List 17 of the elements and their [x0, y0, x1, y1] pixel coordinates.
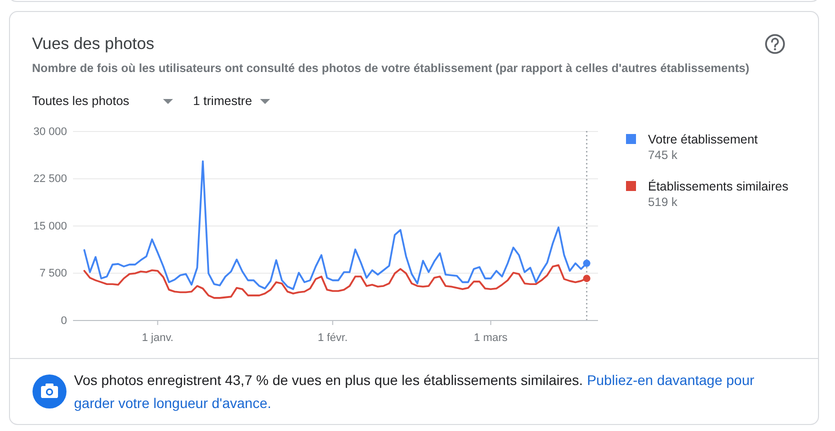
y-tick-label: 7 500 — [39, 268, 67, 280]
y-tick-label: 0 — [60, 314, 67, 327]
legend-label: Votre établissement — [648, 132, 758, 146]
legend-label: Établissements similaires — [648, 179, 788, 194]
text: Toutes les photos — [32, 94, 130, 108]
text: 519 k — [648, 195, 678, 209]
text: Vos photos enregistrent 43,7 % de vues en plus que les établissements similaires. — [74, 372, 583, 388]
text: 745 k — [648, 148, 678, 162]
y-tick-label: 15 000 — [33, 220, 67, 232]
y-tick-label: 22 500 — [33, 173, 67, 186]
chart-subtitle: Nombre de fois où les utilisateurs ont consulté des photos de votre établissement (par rapport à celles d'autres établissements) — [32, 61, 750, 75]
y-tick-label: 30 000 — [33, 126, 67, 138]
chart-title: Vues des photos — [32, 35, 154, 53]
x-tick-label: 1 mars — [474, 332, 508, 344]
x-tick-label: 1 févr. — [318, 332, 348, 344]
x-tick-label: 1 janv. — [142, 332, 174, 344]
text: 1 trimestre — [193, 94, 252, 108]
